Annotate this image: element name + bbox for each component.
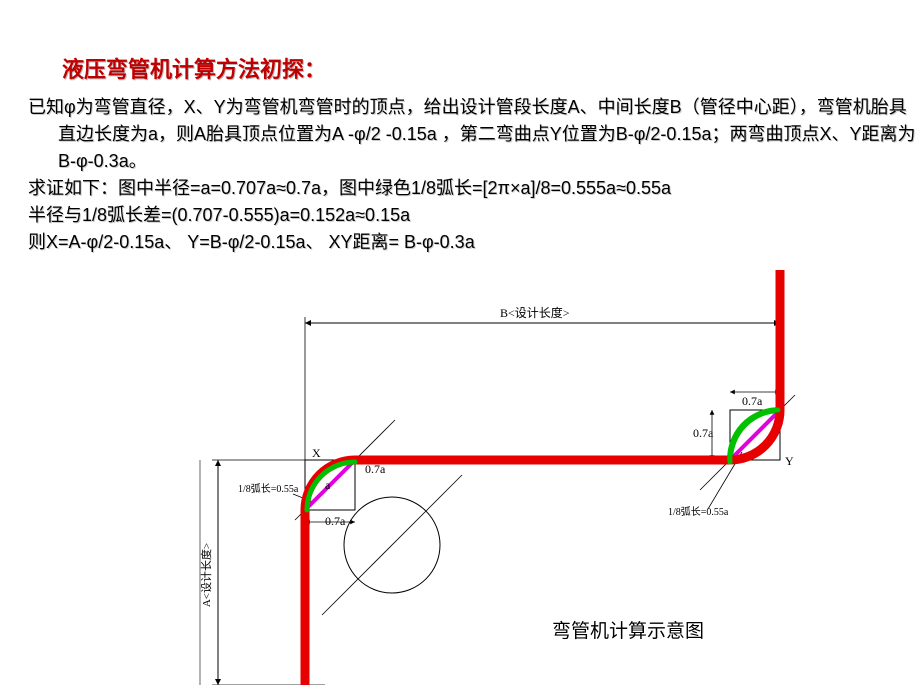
svg-text:0.7a: 0.7a [742,394,763,408]
pipe-bending-diagram: B<设计长度> A<设计长度> X Y 0.7a 0.7a a 0.7a 0.7a 1/8弧长=0… [180,265,870,685]
svg-text:A<设计长度>: A<设计长度> [199,543,213,607]
paragraph-4: 则X=A-φ/2-0.15a、 Y=B-φ/2-0.15a、 XY距离= B-φ… [28,229,890,256]
svg-text:a: a [325,478,331,492]
svg-text:Y: Y [785,454,794,468]
paragraph-2: 求证如下：图中半径=a=0.707a≈0.7a，图中绿色1/8弧长=[2π×a]… [28,175,890,202]
page-title: 液压弯管机计算方法初探： [62,52,326,84]
svg-text:0.7a: 0.7a [365,462,386,476]
svg-text:1/8弧长=0.55a: 1/8弧长=0.55a [238,482,299,495]
paragraph-1: 已知φ为弯管直径，X、Y为弯管机弯管时的顶点，给出设计管段长度A、中间长度B（管… [28,94,920,175]
svg-text:B<设计长度>: B<设计长度> [500,305,570,320]
svg-text:0.7a: 0.7a [693,426,714,440]
svg-text:X: X [312,446,321,460]
svg-text:1/8弧长=0.55a: 1/8弧长=0.55a [668,505,729,518]
svg-text:0.7a: 0.7a [325,514,346,528]
paragraph-3: 半径与1/8弧长差=(0.707-0.555)a=0.152a≈0.15a [28,202,890,229]
